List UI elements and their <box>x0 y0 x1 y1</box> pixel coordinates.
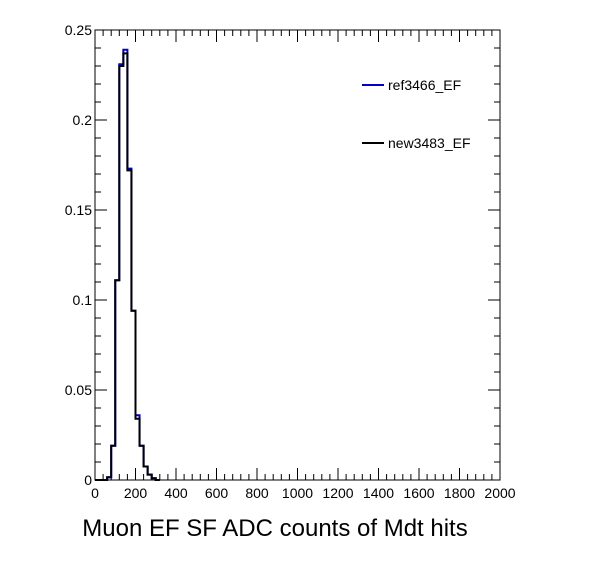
legend-label-new: new3483_EF <box>388 135 471 151</box>
y-tick-label: 0.05 <box>65 382 92 398</box>
axis-ticks <box>94 29 501 481</box>
x-tick-label: 1800 <box>444 485 475 501</box>
y-tick-label: 0 <box>84 472 92 488</box>
x-tick-label: 800 <box>245 485 269 501</box>
x-tick-label: 400 <box>164 485 188 501</box>
x-tick-label: 0 <box>91 485 99 501</box>
x-tick-labels: 0 200 400 600 800 1000 1200 1400 1600 1800 2000 <box>91 485 516 501</box>
plot-frame <box>94 29 501 481</box>
x-axis-label: Muon EF SF ADC counts of Mdt hits <box>82 515 467 542</box>
y-tick-label: 0.25 <box>65 22 92 38</box>
x-tick-label: 1200 <box>322 485 353 501</box>
x-tick-label: 200 <box>124 485 148 501</box>
legend: ref3466_EF new3483_EF <box>362 77 471 151</box>
legend-label-ref: ref3466_EF <box>388 77 461 93</box>
y-tick-labels: 0 0.05 0.1 0.15 0.2 0.25 <box>65 22 92 488</box>
y-tick-label: 0.2 <box>73 112 93 128</box>
y-tick-label: 0.15 <box>65 202 92 218</box>
y-tick-label: 0.1 <box>73 292 93 308</box>
x-tick-label: 2000 <box>484 485 515 501</box>
x-tick-label: 1400 <box>363 485 394 501</box>
series-lines <box>95 48 160 481</box>
x-tick-label: 600 <box>205 485 229 501</box>
x-tick-label: 1000 <box>282 485 313 501</box>
series-line-new <box>95 52 160 481</box>
x-tick-label: 1600 <box>403 485 434 501</box>
